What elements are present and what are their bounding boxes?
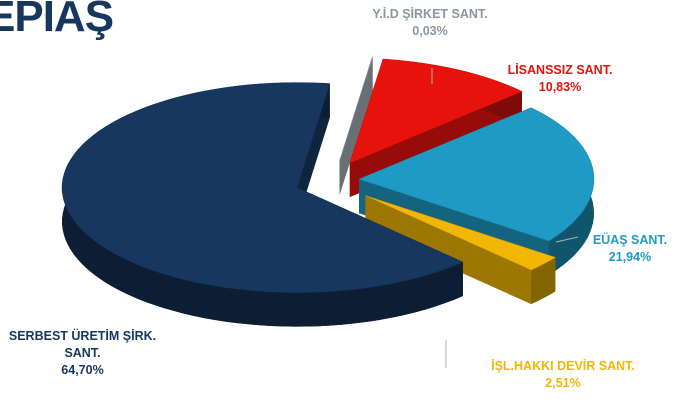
slice-wall bbox=[339, 57, 373, 195]
slice-label: EÜAŞ SANT. 21,94% bbox=[570, 232, 681, 266]
value-label: 2,51% bbox=[545, 376, 581, 390]
slice-rim bbox=[62, 82, 463, 327]
slice-label: SERBEST ÜRETİM ŞİRK. SANT. 64,70% bbox=[0, 328, 165, 379]
slice-label: İŞL.HAKKI DEVİR SANT. 2,51% bbox=[458, 358, 668, 392]
slice bbox=[339, 56, 373, 162]
slice bbox=[349, 58, 523, 164]
slice-wall bbox=[365, 195, 532, 304]
logo: EPIAŞ bbox=[0, 0, 114, 41]
slice bbox=[365, 195, 556, 271]
slice-rim bbox=[531, 257, 556, 304]
slice-label: LİSANSSIZ SANT. 10,83% bbox=[485, 62, 635, 96]
slice-label: Y.İ.D ŞİRKET SANT. 0,03% bbox=[365, 6, 495, 40]
value-label: 10,83% bbox=[538, 80, 582, 94]
slice bbox=[358, 107, 595, 242]
value-label: 0,03% bbox=[412, 24, 448, 38]
category-label: Y.İ.D ŞİRKET SANT. bbox=[372, 7, 488, 21]
slice-wall bbox=[297, 83, 330, 222]
category-label: LİSANSSIZ SANT. bbox=[507, 63, 613, 77]
slice-tops bbox=[61, 56, 595, 293]
category-label: İŞL.HAKKI DEVİR SANT. bbox=[491, 359, 635, 373]
slice bbox=[61, 82, 464, 293]
value-label: 64,70% bbox=[61, 363, 104, 377]
category-label: EÜAŞ SANT. bbox=[592, 233, 668, 247]
leader-line bbox=[555, 236, 579, 243]
value-label: 21,94% bbox=[608, 250, 652, 264]
category-label: SERBEST ÜRETİM ŞİRK. SANT. bbox=[8, 329, 157, 360]
